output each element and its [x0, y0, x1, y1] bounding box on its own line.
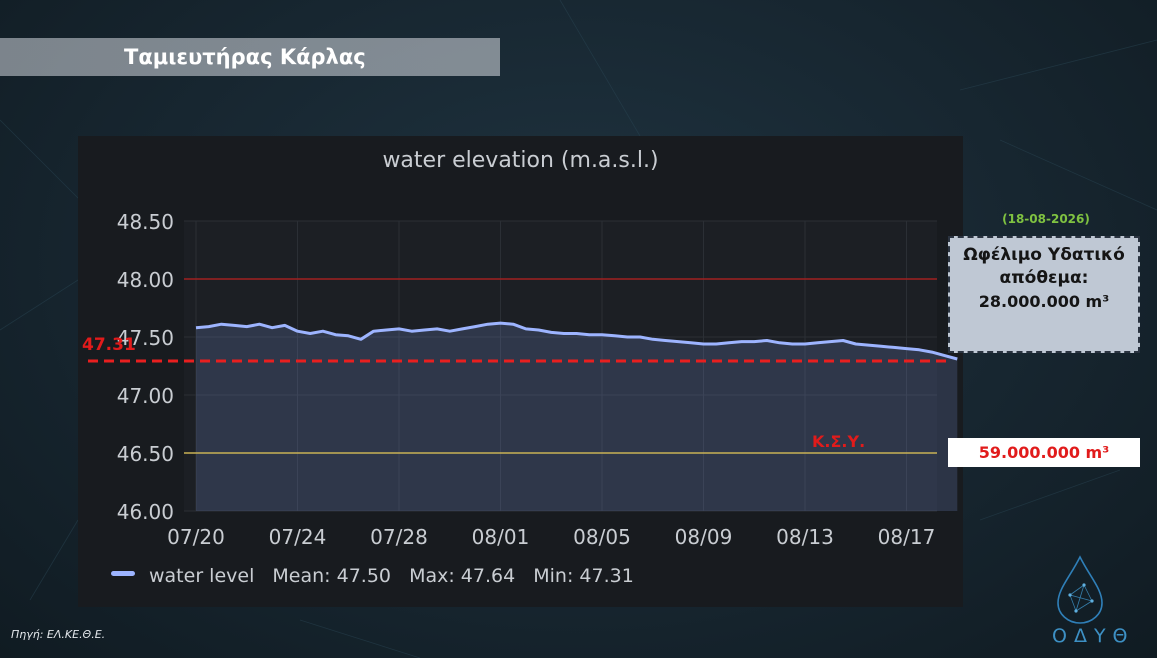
series-area-fill [196, 323, 958, 511]
legend-swatch [111, 571, 135, 576]
usable-storage-box: Ωφέλιμο Υδατικό απόθεμα: 28.000.000 m³ [948, 236, 1140, 353]
source-caption: Πηγή: ΕΛ.ΚΕ.Θ.Ε. [11, 628, 106, 641]
x-tick-label: 08/05 [573, 525, 631, 549]
legend-mean: Mean: 47.50 [272, 565, 392, 587]
water-drop-logo-icon [1057, 555, 1103, 624]
y-tick-label: 47.50 [117, 326, 174, 350]
usable-storage-value: 28.000.000 m³ [978, 292, 1110, 311]
x-tick-label: 08/09 [675, 525, 733, 549]
x-tick-label: 08/13 [776, 525, 834, 549]
ksy-annotation: Κ.Σ.Υ. [812, 432, 865, 451]
ksy-storage-box: 59.000.000 m³ [948, 438, 1140, 467]
plot-area [184, 221, 937, 511]
chart-title: water elevation (m.a.s.l.) [382, 148, 659, 173]
x-tick-label: 07/28 [370, 525, 428, 549]
page-title: Ταμιευτήρας Κάρλας [124, 45, 366, 69]
storage-date: (18-08-2026) [1002, 212, 1090, 226]
legend-max: Max: 47.64 [409, 565, 516, 587]
y-tick-label: 46.00 [117, 500, 174, 524]
logo-text: ΟΔΥΘ [1052, 625, 1135, 647]
legend-series-name: water level [149, 565, 255, 587]
y-tick-label: 48.00 [117, 268, 174, 292]
series-line-water-level [195, 321, 958, 361]
x-tick-label: 08/01 [472, 525, 530, 549]
y-tick-label: 47.00 [117, 384, 174, 408]
min-level-annotation: 47.31 [82, 335, 136, 355]
y-tick-label: 48.50 [117, 210, 174, 234]
title-banner [0, 38, 500, 76]
legend-min: Min: 47.31 [533, 565, 634, 587]
usable-storage-label: Ωφέλιμο Υδατικό απόθεμα: [963, 245, 1125, 288]
x-tick-label: 08/17 [878, 525, 936, 549]
x-tick-label: 07/24 [269, 525, 327, 549]
chart-legend: water level Mean: 47.50 Max: 47.64 Min: … [111, 565, 646, 587]
x-tick-label: 07/20 [167, 525, 225, 549]
y-tick-label: 46.50 [117, 442, 174, 466]
